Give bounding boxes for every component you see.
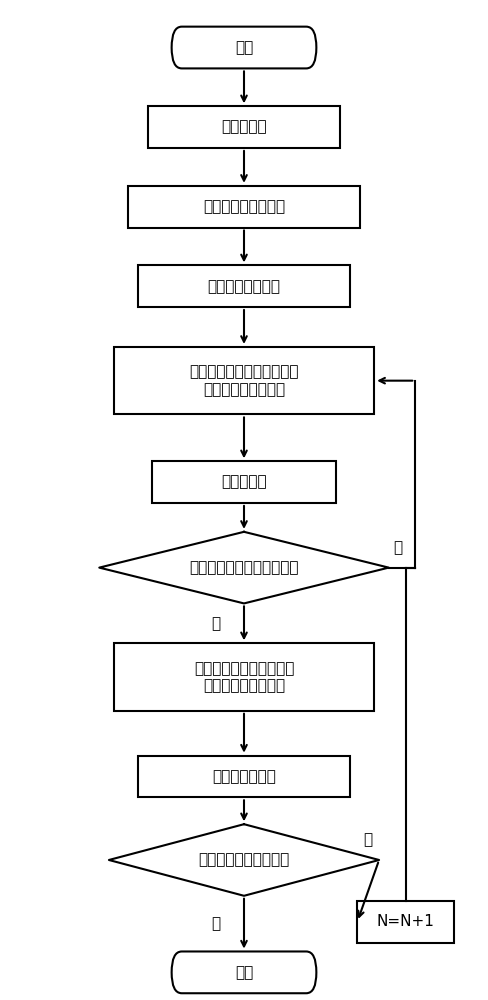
Text: 计算状态转移概率，统计并
保存蚂蚁的路径长度: 计算状态转移概率，统计并 保存蚂蚁的路径长度	[189, 364, 299, 397]
Bar	[114, 643, 374, 711]
Bar	[138, 756, 350, 797]
Bar	[152, 461, 336, 503]
Text: 选择出最短路径: 选择出最短路径	[212, 769, 276, 784]
Polygon shape	[99, 532, 389, 603]
FancyBboxPatch shape	[172, 951, 316, 993]
Text: N=N+1: N=N+1	[377, 914, 434, 929]
Text: 是: 是	[211, 616, 220, 631]
Text: 是否达到最大迭代次数: 是否达到最大迭代次数	[199, 852, 289, 867]
FancyBboxPatch shape	[172, 27, 316, 68]
Bar	[128, 186, 360, 228]
Polygon shape	[109, 824, 379, 896]
Bar	[147, 106, 341, 148]
Text: 结束: 结束	[235, 965, 253, 980]
Text: 是: 是	[211, 916, 220, 931]
Text: 修改禁忌表: 修改禁忌表	[221, 475, 267, 490]
Text: 改进初始信息素分布: 改进初始信息素分布	[203, 199, 285, 214]
Bar	[138, 265, 350, 307]
Text: 否: 否	[364, 832, 373, 847]
Text: 按狼群分配原则更新信息
素，限制信息素大小: 按狼群分配原则更新信息 素，限制信息素大小	[194, 661, 294, 693]
Text: 否: 否	[393, 540, 403, 555]
Text: 蚂蚁开始栅格转移: 蚂蚁开始栅格转移	[207, 279, 281, 294]
Bar	[114, 347, 374, 414]
Bar	[357, 901, 454, 943]
Text: 下步栅格可行且未到达终点: 下步栅格可行且未到达终点	[189, 560, 299, 575]
Text: 开始: 开始	[235, 40, 253, 55]
Text: 参数初始化: 参数初始化	[221, 120, 267, 135]
